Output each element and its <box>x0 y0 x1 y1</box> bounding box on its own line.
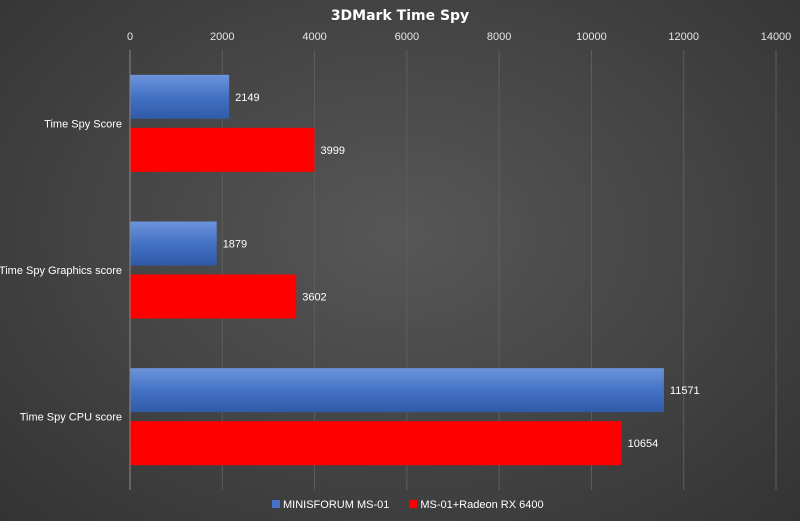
x-tick-label: 10000 <box>576 31 607 43</box>
x-tick-label: 6000 <box>395 31 419 43</box>
chart-title: 3DMark Time Spy <box>331 8 469 24</box>
x-tick-label: 12000 <box>668 31 699 43</box>
category-labels: Time Spy Score Time Spy Graphics score Tim… <box>0 118 122 423</box>
legend: MINISFORUM MS-01 MS-01+Radeon RX 6400 <box>272 499 544 511</box>
bar-ms01-2 <box>130 368 664 413</box>
data-label: 3999 <box>321 145 345 157</box>
data-label: 11571 <box>670 385 700 397</box>
gridlines <box>221 50 777 490</box>
legend-swatch-1 <box>409 500 418 508</box>
category-label: Time Spy Score <box>44 118 122 130</box>
category-label: Time Spy Graphics score <box>0 265 122 277</box>
data-labels: 2149 3999 1879 3602 11571 10654 <box>223 92 700 450</box>
bar-ms01-1 <box>130 221 217 266</box>
data-label: 3602 <box>302 292 326 304</box>
category-label: Time Spy CPU score <box>20 412 122 424</box>
x-tick-label: 8000 <box>487 31 511 43</box>
x-axis-ticks: 0 2000 4000 6000 8000 10000 12000 14000 <box>127 31 791 43</box>
data-label: 10654 <box>628 438 659 450</box>
bar-ms01-rx6400-2 <box>130 421 622 466</box>
legend-label-1: MS-01+Radeon RX 6400 <box>420 499 543 511</box>
x-tick-label: 2000 <box>210 31 234 43</box>
x-tick-label: 0 <box>127 31 133 43</box>
x-tick-label: 14000 <box>761 31 792 43</box>
bar-ms01-rx6400-0 <box>130 127 315 172</box>
bars <box>130 74 664 466</box>
data-label: 1879 <box>223 239 247 251</box>
bar-ms01-0 <box>130 74 230 119</box>
legend-label-0: MINISFORUM MS-01 <box>283 499 389 511</box>
legend-swatch-0 <box>272 500 280 508</box>
x-tick-label: 4000 <box>302 31 326 43</box>
data-label: 2149 <box>235 92 259 104</box>
bar-ms01-rx6400-1 <box>130 274 297 319</box>
